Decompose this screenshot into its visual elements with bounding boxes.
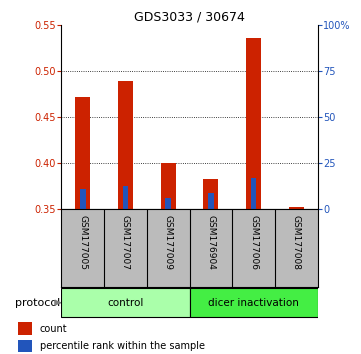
Text: percentile rank within the sample: percentile rank within the sample [40,341,205,351]
Bar [251,178,256,209]
Bar [190,288,318,317]
Bar [18,340,32,352]
Bar [75,97,90,209]
Text: GSM177007: GSM177007 [121,215,130,270]
Bar [18,322,32,335]
Text: dicer inactivation: dicer inactivation [208,298,299,308]
Bar [203,179,218,209]
Bar [246,38,261,209]
Bar [289,207,304,209]
Bar [208,193,214,209]
Bar [118,81,133,209]
Text: GSM177009: GSM177009 [164,215,173,270]
Text: GSM177005: GSM177005 [78,215,87,270]
Bar [161,163,176,209]
Bar [80,189,86,209]
Text: GSM176904: GSM176904 [206,215,216,270]
Bar [61,288,190,317]
Bar [123,186,128,209]
Title: GDS3033 / 30674: GDS3033 / 30674 [134,11,245,24]
Text: control: control [107,298,144,308]
Text: count: count [40,324,68,333]
Text: GSM177008: GSM177008 [292,215,301,270]
Bar [165,198,171,209]
Text: protocol: protocol [15,298,61,308]
Text: GSM177006: GSM177006 [249,215,258,270]
